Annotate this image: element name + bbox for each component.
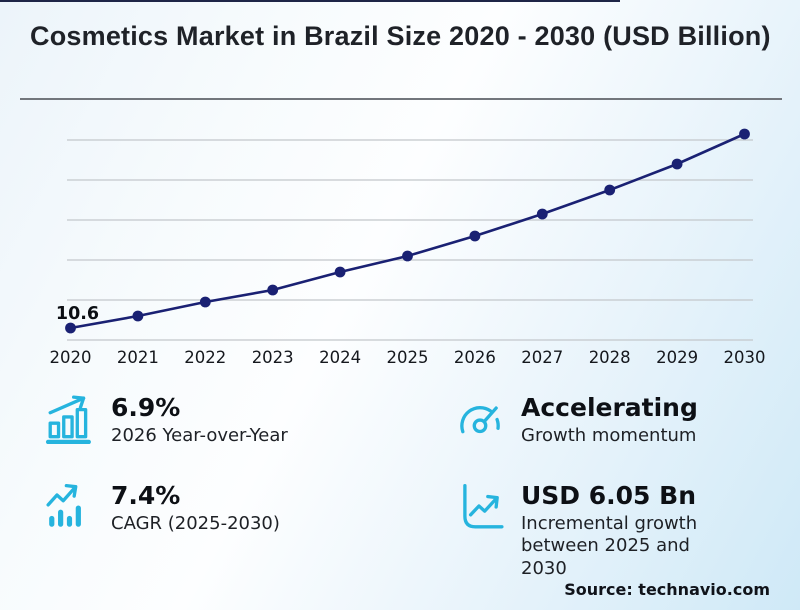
stat-text: 7.4% CAGR (2025-2030) bbox=[111, 480, 280, 536]
svg-text:2026: 2026 bbox=[454, 348, 496, 367]
stat-value: 7.4% bbox=[111, 480, 181, 510]
stat-text: 6.9% 2026 Year-over-Year bbox=[111, 394, 288, 448]
top-accent-bar bbox=[0, 0, 620, 2]
stats-grid: 6.9% 2026 Year-over-Year Accelerating Gr… bbox=[45, 394, 760, 581]
svg-text:10.6: 10.6 bbox=[56, 304, 99, 324]
stat-label: Growth momentum bbox=[521, 425, 697, 446]
bar-chart-growth-icon bbox=[45, 394, 95, 445]
stat-label: 2026 Year-over-Year bbox=[111, 425, 288, 446]
svg-text:2021: 2021 bbox=[117, 348, 159, 367]
stat-incremental-growth: USD 6.05 Bn Incremental growth between 2… bbox=[455, 480, 760, 581]
svg-text:2023: 2023 bbox=[252, 348, 294, 367]
gauge-icon bbox=[455, 394, 505, 444]
title-divider bbox=[20, 98, 782, 100]
stat-text: USD 6.05 Bn Incremental growth between 2… bbox=[521, 480, 736, 581]
stat-text: Accelerating Growth momentum bbox=[521, 394, 698, 448]
svg-text:2030: 2030 bbox=[724, 348, 766, 367]
svg-text:2029: 2029 bbox=[656, 348, 698, 367]
svg-text:2028: 2028 bbox=[589, 348, 631, 367]
source-text: Source: technavio.com bbox=[564, 580, 770, 599]
stat-label: CAGR (2025-2030) bbox=[111, 512, 280, 534]
stat-value: Accelerating bbox=[521, 393, 698, 422]
page-title: Cosmetics Market in Brazil Size 2020 - 2… bbox=[30, 21, 771, 51]
svg-text:2022: 2022 bbox=[184, 348, 226, 367]
svg-text:2027: 2027 bbox=[521, 348, 563, 367]
svg-text:2024: 2024 bbox=[319, 348, 361, 367]
stat-momentum: Accelerating Growth momentum bbox=[455, 394, 760, 448]
svg-text:2020: 2020 bbox=[50, 348, 92, 367]
stat-cagr: 7.4% CAGR (2025-2030) bbox=[45, 480, 405, 581]
stat-value: USD 6.05 Bn bbox=[521, 480, 696, 510]
axis-chart-growth-icon bbox=[455, 482, 505, 532]
trend-arrow-bars-icon bbox=[45, 482, 95, 532]
stat-value: 6.9% bbox=[111, 393, 181, 422]
stat-yoy: 6.9% 2026 Year-over-Year bbox=[45, 394, 405, 448]
svg-text:2025: 2025 bbox=[387, 348, 429, 367]
stat-label: Incremental growth between 2025 and 2030 bbox=[521, 512, 698, 580]
